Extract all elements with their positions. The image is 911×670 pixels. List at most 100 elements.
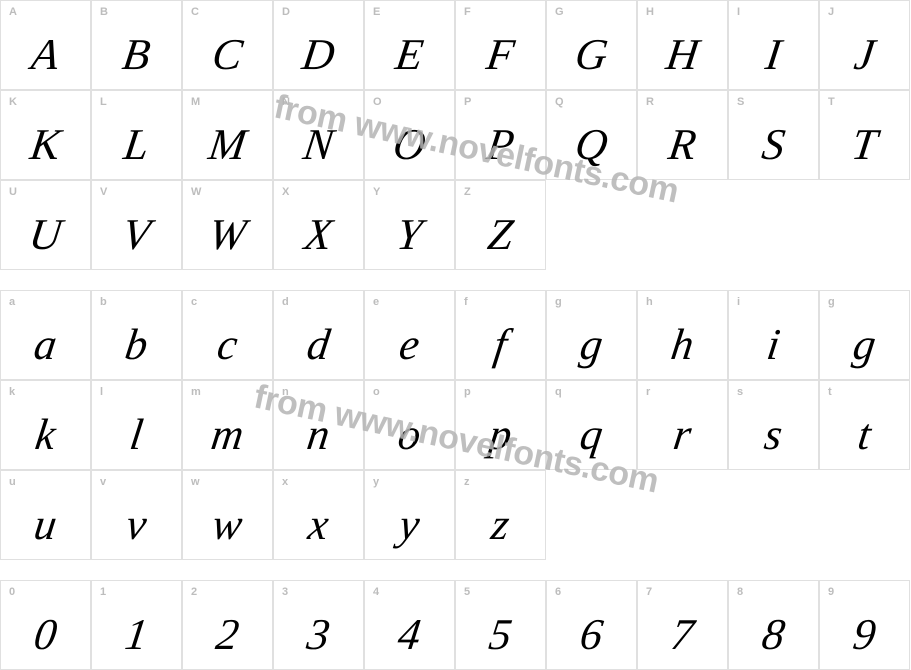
glyph: k	[0, 409, 94, 460]
cell-label: h	[646, 296, 653, 308]
glyph: z	[452, 499, 548, 550]
glyph: i	[725, 319, 821, 370]
glyph-cell: NN	[273, 90, 364, 180]
glyph: D	[270, 29, 366, 80]
cell-label: l	[100, 386, 103, 398]
glyph: a	[0, 319, 94, 370]
glyph-cell: LL	[91, 90, 182, 180]
glyph: S	[725, 119, 821, 170]
glyph-cell: RR	[637, 90, 728, 180]
cell-label: E	[373, 6, 380, 18]
glyph-cell: GG	[546, 0, 637, 90]
cell-label: p	[464, 386, 471, 398]
glyph: 4	[361, 609, 457, 660]
glyph-cell: ff	[455, 290, 546, 380]
glyph-cell: DD	[273, 0, 364, 90]
glyph-cell: SS	[728, 90, 819, 180]
cell-label: A	[9, 6, 17, 18]
glyph: A	[0, 29, 94, 80]
glyph: F	[452, 29, 548, 80]
glyph: P	[452, 119, 548, 170]
glyph: 3	[270, 609, 366, 660]
cell-label: c	[191, 296, 197, 308]
glyph: C	[179, 29, 275, 80]
glyph: s	[725, 409, 821, 460]
cell-label: 8	[737, 586, 743, 598]
cell-label: f	[464, 296, 468, 308]
glyph: e	[361, 319, 457, 370]
glyph-cell: ii	[728, 290, 819, 380]
glyph: h	[634, 319, 730, 370]
glyph-cell: 00	[0, 580, 91, 670]
cell-label: L	[100, 96, 107, 108]
glyph: 9	[816, 609, 911, 660]
glyph: b	[88, 319, 184, 370]
glyph: g	[816, 319, 911, 370]
glyph-cell: 11	[91, 580, 182, 670]
glyph-cell: PP	[455, 90, 546, 180]
cell-label: M	[191, 96, 200, 108]
glyph-cell: WW	[182, 180, 273, 270]
cell-label: z	[464, 476, 470, 488]
cell-label: d	[282, 296, 289, 308]
glyph-cell: MM	[182, 90, 273, 180]
glyph-grid-uppercase: AABBCCDDEEFFGGHHIIJJKKLLMMNNOOPPQQRRSSTT…	[0, 0, 910, 270]
section-gap	[0, 270, 911, 290]
cell-label: a	[9, 296, 15, 308]
glyph-cell: XX	[273, 180, 364, 270]
cell-label: 1	[100, 586, 106, 598]
cell-label: g	[555, 296, 562, 308]
glyph-cell: cc	[182, 290, 273, 380]
cell-label: X	[282, 186, 289, 198]
glyph: c	[179, 319, 275, 370]
cell-label: r	[646, 386, 650, 398]
glyph: g	[543, 319, 639, 370]
glyph-cell: zz	[455, 470, 546, 560]
glyph: l	[88, 409, 184, 460]
glyph-cell: gg	[819, 290, 910, 380]
glyph-cell: JJ	[819, 0, 910, 90]
glyph-cell: 88	[728, 580, 819, 670]
cell-label: S	[737, 96, 744, 108]
glyph: 2	[179, 609, 275, 660]
cell-label: e	[373, 296, 379, 308]
glyph-cell: 33	[273, 580, 364, 670]
cell-label: K	[9, 96, 17, 108]
glyph: Q	[543, 119, 639, 170]
cell-label: Z	[464, 186, 471, 198]
cell-label: o	[373, 386, 380, 398]
glyph: G	[543, 29, 639, 80]
glyph: f	[452, 319, 548, 370]
cell-label: W	[191, 186, 201, 198]
glyph-cell: 22	[182, 580, 273, 670]
glyph-cell: bb	[91, 290, 182, 380]
glyph: B	[88, 29, 184, 80]
glyph: M	[179, 119, 275, 170]
glyph-cell: VV	[91, 180, 182, 270]
glyph-cell: HH	[637, 0, 728, 90]
glyph-cell: ss	[728, 380, 819, 470]
cell-label: Y	[373, 186, 380, 198]
glyph-cell: 55	[455, 580, 546, 670]
glyph: d	[270, 319, 366, 370]
cell-label: g	[828, 296, 835, 308]
section-gap	[0, 560, 911, 580]
glyph: U	[0, 209, 94, 260]
glyph-cell: hh	[637, 290, 728, 380]
glyph: 6	[543, 609, 639, 660]
cell-label: G	[555, 6, 564, 18]
glyph-cell: KK	[0, 90, 91, 180]
glyph: 0	[0, 609, 94, 660]
cell-label: 7	[646, 586, 652, 598]
glyph: X	[270, 209, 366, 260]
cell-label: q	[555, 386, 562, 398]
cell-label: v	[100, 476, 106, 488]
glyph: H	[634, 29, 730, 80]
cell-label: N	[282, 96, 290, 108]
cell-label: B	[100, 6, 108, 18]
glyph-cell: 66	[546, 580, 637, 670]
glyph: o	[361, 409, 457, 460]
glyph-cell: tt	[819, 380, 910, 470]
glyph: q	[543, 409, 639, 460]
cell-label: n	[282, 386, 289, 398]
